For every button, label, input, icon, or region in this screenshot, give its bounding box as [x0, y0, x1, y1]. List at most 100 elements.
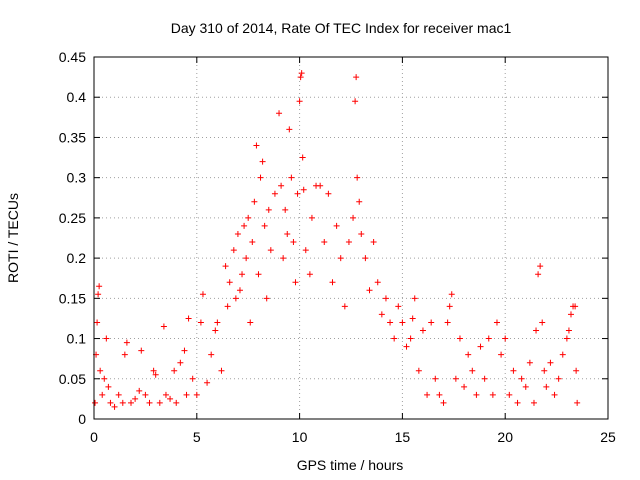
data-point — [95, 291, 102, 298]
data-point — [419, 327, 426, 334]
data-point — [218, 367, 225, 374]
data-point — [226, 279, 233, 286]
data-point — [543, 383, 550, 390]
chart-title: Day 310 of 2014, Rate Of TEC Index for r… — [171, 20, 512, 36]
y-tick-label: 0.05 — [59, 371, 86, 387]
data-point — [171, 367, 178, 374]
y-tick-label: 0.1 — [67, 331, 87, 347]
data-point — [286, 126, 293, 133]
data-point — [493, 319, 500, 326]
x-tick-label: 20 — [497, 429, 513, 445]
data-point — [296, 98, 303, 105]
data-point — [138, 347, 145, 354]
data-point — [183, 391, 190, 398]
data-point — [111, 403, 118, 410]
data-point — [325, 190, 332, 197]
data-point — [261, 222, 268, 229]
data-point — [428, 319, 435, 326]
data-point — [236, 287, 243, 294]
data-point — [391, 335, 398, 342]
data-point — [222, 263, 229, 270]
data-point — [241, 222, 248, 229]
data-point — [185, 315, 192, 322]
data-point — [177, 359, 184, 366]
y-tick-label: 0.35 — [59, 129, 86, 145]
data-point — [518, 375, 525, 382]
data-point — [432, 375, 439, 382]
data-point — [156, 399, 163, 406]
data-point — [123, 339, 130, 346]
data-point — [142, 391, 149, 398]
data-point — [232, 295, 239, 302]
data-point — [378, 311, 385, 318]
data-point — [444, 319, 451, 326]
data-points — [92, 70, 581, 410]
data-point — [465, 351, 472, 358]
data-point — [253, 142, 260, 149]
data-point — [193, 391, 200, 398]
data-point — [358, 230, 365, 237]
data-point — [257, 174, 264, 181]
data-point — [278, 182, 285, 189]
data-point — [128, 399, 135, 406]
data-point — [267, 247, 274, 254]
y-tick-label: 0.3 — [67, 170, 87, 186]
data-point — [502, 335, 509, 342]
y-tick-label: 0.4 — [67, 89, 87, 105]
data-point — [498, 351, 505, 358]
data-point — [115, 391, 122, 398]
data-point — [530, 399, 537, 406]
data-point — [96, 283, 103, 290]
data-point — [92, 399, 99, 406]
x-tick-label: 5 — [193, 429, 201, 445]
data-point — [105, 383, 112, 390]
data-point — [395, 303, 402, 310]
data-point — [282, 206, 289, 213]
data-point — [167, 395, 174, 402]
y-tick-label: 0 — [78, 411, 86, 427]
data-point — [302, 247, 309, 254]
data-point — [461, 383, 468, 390]
data-point — [136, 387, 143, 394]
data-point — [173, 399, 180, 406]
data-point — [551, 391, 558, 398]
x-tick-label: 10 — [292, 429, 308, 445]
data-point — [294, 190, 301, 197]
data-point — [103, 335, 110, 342]
data-point — [366, 287, 373, 294]
data-point — [119, 399, 126, 406]
data-point — [308, 214, 315, 221]
data-point — [341, 303, 348, 310]
y-axis-title: ROTI / TECUs — [5, 193, 21, 283]
data-point — [146, 399, 153, 406]
data-point — [539, 319, 546, 326]
data-point — [94, 319, 101, 326]
data-point — [299, 154, 306, 161]
data-point — [446, 303, 453, 310]
data-point — [181, 347, 188, 354]
data-point — [345, 239, 352, 246]
data-point — [197, 319, 204, 326]
data-point — [510, 367, 517, 374]
data-point — [452, 375, 459, 382]
data-point — [387, 319, 394, 326]
data-point — [224, 303, 231, 310]
data-point — [352, 98, 359, 105]
data-point — [469, 367, 476, 374]
data-point — [477, 343, 484, 350]
data-point — [574, 399, 581, 406]
data-point — [565, 327, 572, 334]
data-point — [399, 319, 406, 326]
data-point — [249, 239, 256, 246]
data-point — [440, 399, 447, 406]
data-point — [208, 351, 215, 358]
data-point — [212, 327, 219, 334]
data-point — [424, 391, 431, 398]
data-point — [567, 311, 574, 318]
data-point — [284, 230, 291, 237]
data-point — [150, 367, 157, 374]
data-point — [162, 391, 169, 398]
data-point — [362, 255, 369, 262]
data-point — [535, 271, 542, 278]
